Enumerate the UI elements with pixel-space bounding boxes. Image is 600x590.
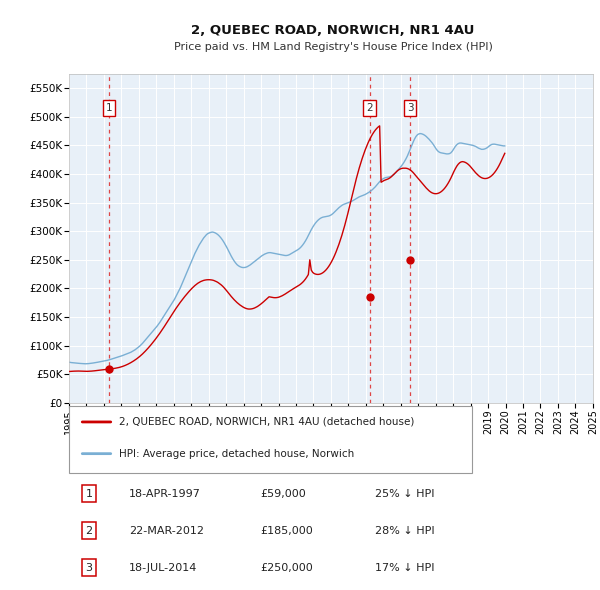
Text: 28% ↓ HPI: 28% ↓ HPI: [376, 526, 435, 536]
Text: 25% ↓ HPI: 25% ↓ HPI: [376, 489, 435, 499]
Text: £59,000: £59,000: [260, 489, 306, 499]
Text: £250,000: £250,000: [260, 563, 313, 573]
Text: 2, QUEBEC ROAD, NORWICH, NR1 4AU (detached house): 2, QUEBEC ROAD, NORWICH, NR1 4AU (detach…: [119, 417, 414, 427]
Text: 17% ↓ HPI: 17% ↓ HPI: [376, 563, 435, 573]
Text: 2, QUEBEC ROAD, NORWICH, NR1 4AU: 2, QUEBEC ROAD, NORWICH, NR1 4AU: [191, 24, 475, 37]
Text: 1: 1: [106, 103, 112, 113]
Text: 3: 3: [85, 563, 92, 573]
Text: 3: 3: [407, 103, 413, 113]
Text: 1: 1: [85, 489, 92, 499]
FancyBboxPatch shape: [69, 406, 472, 473]
Text: £185,000: £185,000: [260, 526, 313, 536]
Text: 2: 2: [85, 526, 92, 536]
Text: 18-APR-1997: 18-APR-1997: [129, 489, 201, 499]
Text: 18-JUL-2014: 18-JUL-2014: [129, 563, 197, 573]
Text: HPI: Average price, detached house, Norwich: HPI: Average price, detached house, Norw…: [119, 448, 354, 458]
Text: Price paid vs. HM Land Registry's House Price Index (HPI): Price paid vs. HM Land Registry's House …: [173, 42, 493, 53]
Text: 2: 2: [367, 103, 373, 113]
Text: 22-MAR-2012: 22-MAR-2012: [129, 526, 204, 536]
